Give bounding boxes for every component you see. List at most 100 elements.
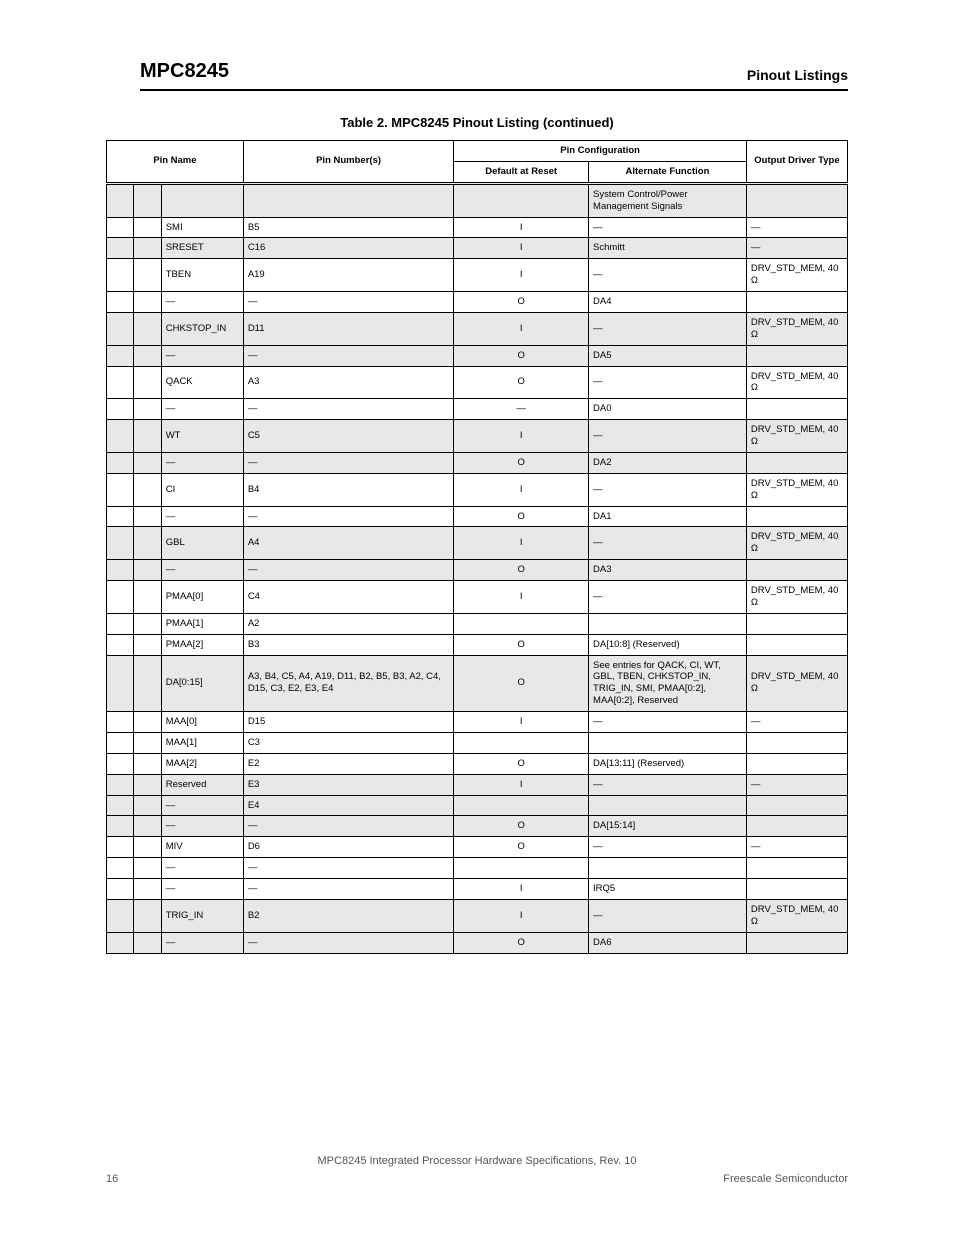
cell: — <box>589 259 747 292</box>
cell: GBL <box>161 527 243 560</box>
table-row: GBLA4I—DRV_STD_MEM, 40 Ω <box>107 527 848 560</box>
cell: DRV_STD_MEM, 40 Ω <box>746 655 847 712</box>
cell: PMAA[1] <box>161 613 243 634</box>
cell: DA3 <box>589 560 747 581</box>
cell: — <box>746 774 847 795</box>
table-row: ——ODA2 <box>107 452 848 473</box>
table-row: ——ODA1 <box>107 506 848 527</box>
cell: A4 <box>243 527 454 560</box>
table-row: SMIB5I—— <box>107 217 848 238</box>
cell: I <box>454 420 589 453</box>
cell <box>243 183 454 217</box>
table-row: ——ODA4 <box>107 292 848 313</box>
cell: C16 <box>243 238 454 259</box>
cell: CHKSTOP_IN <box>161 312 243 345</box>
cell: Schmitt <box>589 238 747 259</box>
cell <box>746 753 847 774</box>
cell: QACK <box>161 366 243 399</box>
cell <box>746 183 847 217</box>
cell: — <box>243 506 454 527</box>
table-row: TRIG_INB2I—DRV_STD_MEM, 40 Ω <box>107 899 848 932</box>
cell: TBEN <box>161 259 243 292</box>
cell: DRV_STD_MEM, 40 Ω <box>746 473 847 506</box>
cell: O <box>454 506 589 527</box>
table-row: —— <box>107 858 848 879</box>
cell: — <box>589 420 747 453</box>
table-row: PMAA[0]C4I—DRV_STD_MEM, 40 Ω <box>107 581 848 614</box>
cell: O <box>454 560 589 581</box>
doc-section: Pinout Listings <box>747 67 848 83</box>
cell: CI <box>161 473 243 506</box>
cell: DA[10:8] (Reserved) <box>589 634 747 655</box>
cell: O <box>454 292 589 313</box>
cell: — <box>589 527 747 560</box>
cell: O <box>454 816 589 837</box>
cell: MAA[0] <box>161 712 243 733</box>
cell <box>746 452 847 473</box>
cell: E3 <box>243 774 454 795</box>
cell: — <box>589 473 747 506</box>
cell: — <box>589 837 747 858</box>
table-row: QACKA3O—DRV_STD_MEM, 40 Ω <box>107 366 848 399</box>
cell: I <box>454 879 589 900</box>
cell: — <box>161 932 243 953</box>
cell: O <box>454 753 589 774</box>
table-row: MAA[0]D15I—— <box>107 712 848 733</box>
cell <box>746 732 847 753</box>
cell: O <box>454 452 589 473</box>
page-number-left: 16 <box>106 1173 118 1185</box>
cell: — <box>161 795 243 816</box>
page-footer: MPC8245 Integrated Processor Hardware Sp… <box>0 1155 954 1185</box>
cell: Reserved <box>161 774 243 795</box>
cell: E2 <box>243 753 454 774</box>
table-row: PMAA[1]A2 <box>107 613 848 634</box>
cell: TRIG_IN <box>161 899 243 932</box>
table-caption: Table 2. MPC8245 Pinout Listing (continu… <box>0 115 954 130</box>
cell: DA5 <box>589 345 747 366</box>
cell <box>454 613 589 634</box>
col-pin: Pin Name <box>107 141 244 184</box>
table-row: SRESETC16ISchmitt— <box>107 238 848 259</box>
cell: DA[13:11] (Reserved) <box>589 753 747 774</box>
cell: — <box>243 452 454 473</box>
cell <box>746 795 847 816</box>
table-row: MIVD6O—— <box>107 837 848 858</box>
cell <box>454 732 589 753</box>
table-row: ——ODA3 <box>107 560 848 581</box>
col-cfg-type: Alternate Function <box>589 161 747 183</box>
cell <box>746 932 847 953</box>
cell: D6 <box>243 837 454 858</box>
cell: — <box>243 879 454 900</box>
cell: — <box>161 452 243 473</box>
cell: — <box>161 399 243 420</box>
cell <box>746 345 847 366</box>
cell: DA[0:15] <box>161 655 243 712</box>
cell: DA2 <box>589 452 747 473</box>
cell <box>746 399 847 420</box>
cell <box>746 634 847 655</box>
cell: C3 <box>243 732 454 753</box>
col-cfg-reset: Default at Reset <box>454 161 589 183</box>
cell: — <box>746 217 847 238</box>
cell: I <box>454 581 589 614</box>
cell: B3 <box>243 634 454 655</box>
table-row: CHKSTOP_IND11I—DRV_STD_MEM, 40 Ω <box>107 312 848 345</box>
cell: MAA[2] <box>161 753 243 774</box>
cell: — <box>161 345 243 366</box>
cell: See entries for QACK, CI, WT, GBL, TBEN,… <box>589 655 747 712</box>
cell: A3 <box>243 366 454 399</box>
table-row: WTC5I—DRV_STD_MEM, 40 Ω <box>107 420 848 453</box>
cell: — <box>243 816 454 837</box>
cell <box>589 858 747 879</box>
cell <box>746 292 847 313</box>
cell <box>746 560 847 581</box>
cell: — <box>589 774 747 795</box>
cell: O <box>454 634 589 655</box>
cell: E4 <box>243 795 454 816</box>
cell: O <box>454 345 589 366</box>
cell: I <box>454 312 589 345</box>
cell: — <box>243 292 454 313</box>
cell <box>746 613 847 634</box>
cell: PMAA[0] <box>161 581 243 614</box>
cell: — <box>589 899 747 932</box>
